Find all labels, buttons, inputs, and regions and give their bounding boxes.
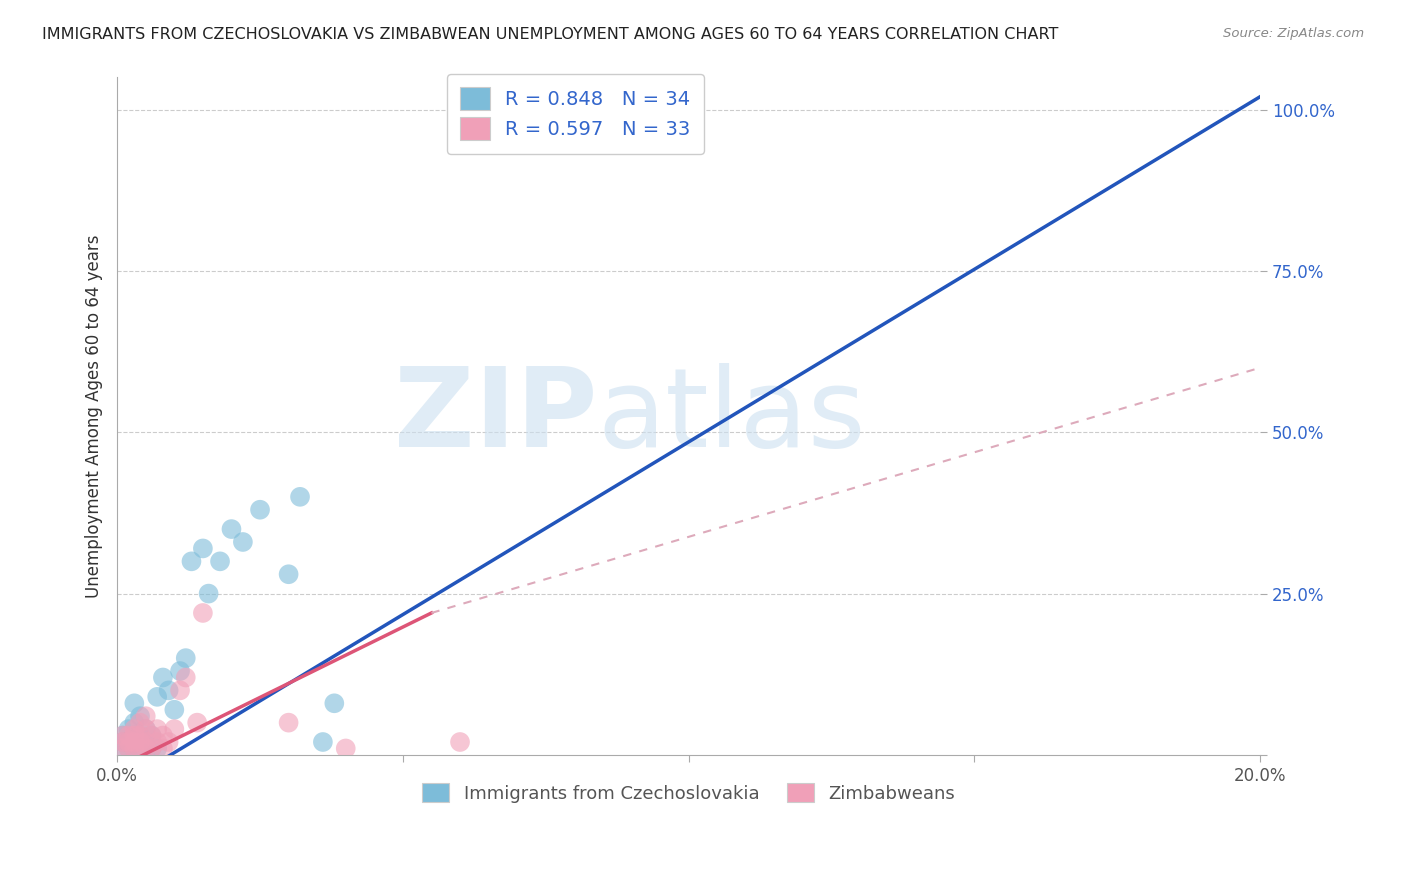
Point	[135, 722, 157, 736]
Point	[197, 586, 219, 600]
Point	[157, 735, 180, 749]
Point	[117, 741, 139, 756]
Point	[135, 741, 157, 756]
Point	[232, 535, 254, 549]
Point	[191, 606, 214, 620]
Point	[124, 696, 146, 710]
Point	[135, 722, 157, 736]
Point	[129, 741, 152, 756]
Point	[129, 729, 152, 743]
Point	[174, 671, 197, 685]
Point	[186, 715, 208, 730]
Point	[117, 741, 139, 756]
Legend: Immigrants from Czechoslovakia, Zimbabweans: Immigrants from Czechoslovakia, Zimbabwe…	[412, 772, 966, 814]
Point	[146, 741, 169, 756]
Point	[180, 554, 202, 568]
Point	[208, 554, 231, 568]
Point	[277, 567, 299, 582]
Point	[117, 735, 139, 749]
Y-axis label: Unemployment Among Ages 60 to 64 years: Unemployment Among Ages 60 to 64 years	[86, 235, 103, 598]
Point	[174, 651, 197, 665]
Point	[335, 741, 357, 756]
Point	[135, 709, 157, 723]
Point	[111, 741, 134, 756]
Point	[249, 502, 271, 516]
Point	[117, 722, 139, 736]
Point	[129, 709, 152, 723]
Point	[141, 741, 163, 756]
Point	[124, 715, 146, 730]
Point	[169, 683, 191, 698]
Point	[141, 729, 163, 743]
Point	[124, 741, 146, 756]
Point	[152, 729, 174, 743]
Point	[135, 735, 157, 749]
Point	[111, 735, 134, 749]
Point	[221, 522, 243, 536]
Point	[129, 741, 152, 756]
Point	[124, 741, 146, 756]
Point	[191, 541, 214, 556]
Point	[163, 703, 186, 717]
Point	[111, 741, 134, 756]
Text: ZIP: ZIP	[394, 363, 598, 470]
Text: IMMIGRANTS FROM CZECHOSLOVAKIA VS ZIMBABWEAN UNEMPLOYMENT AMONG AGES 60 TO 64 YE: IMMIGRANTS FROM CZECHOSLOVAKIA VS ZIMBAB…	[42, 27, 1059, 42]
Point	[124, 729, 146, 743]
Point	[111, 729, 134, 743]
Point	[129, 729, 152, 743]
Point	[312, 735, 335, 749]
Point	[163, 722, 186, 736]
Point	[129, 735, 152, 749]
Point	[141, 729, 163, 743]
Point	[146, 690, 169, 704]
Point	[117, 735, 139, 749]
Point	[146, 735, 169, 749]
Point	[152, 741, 174, 756]
Point	[124, 722, 146, 736]
Point	[323, 696, 346, 710]
Point	[129, 715, 152, 730]
Point	[124, 735, 146, 749]
Point	[449, 735, 471, 749]
Point	[117, 729, 139, 743]
Text: atlas: atlas	[598, 363, 866, 470]
Text: Source: ZipAtlas.com: Source: ZipAtlas.com	[1223, 27, 1364, 40]
Point	[141, 741, 163, 756]
Point	[152, 671, 174, 685]
Point	[146, 722, 169, 736]
Point	[111, 735, 134, 749]
Point	[157, 683, 180, 698]
Point	[277, 715, 299, 730]
Point	[135, 735, 157, 749]
Point	[111, 729, 134, 743]
Point	[169, 664, 191, 678]
Point	[288, 490, 311, 504]
